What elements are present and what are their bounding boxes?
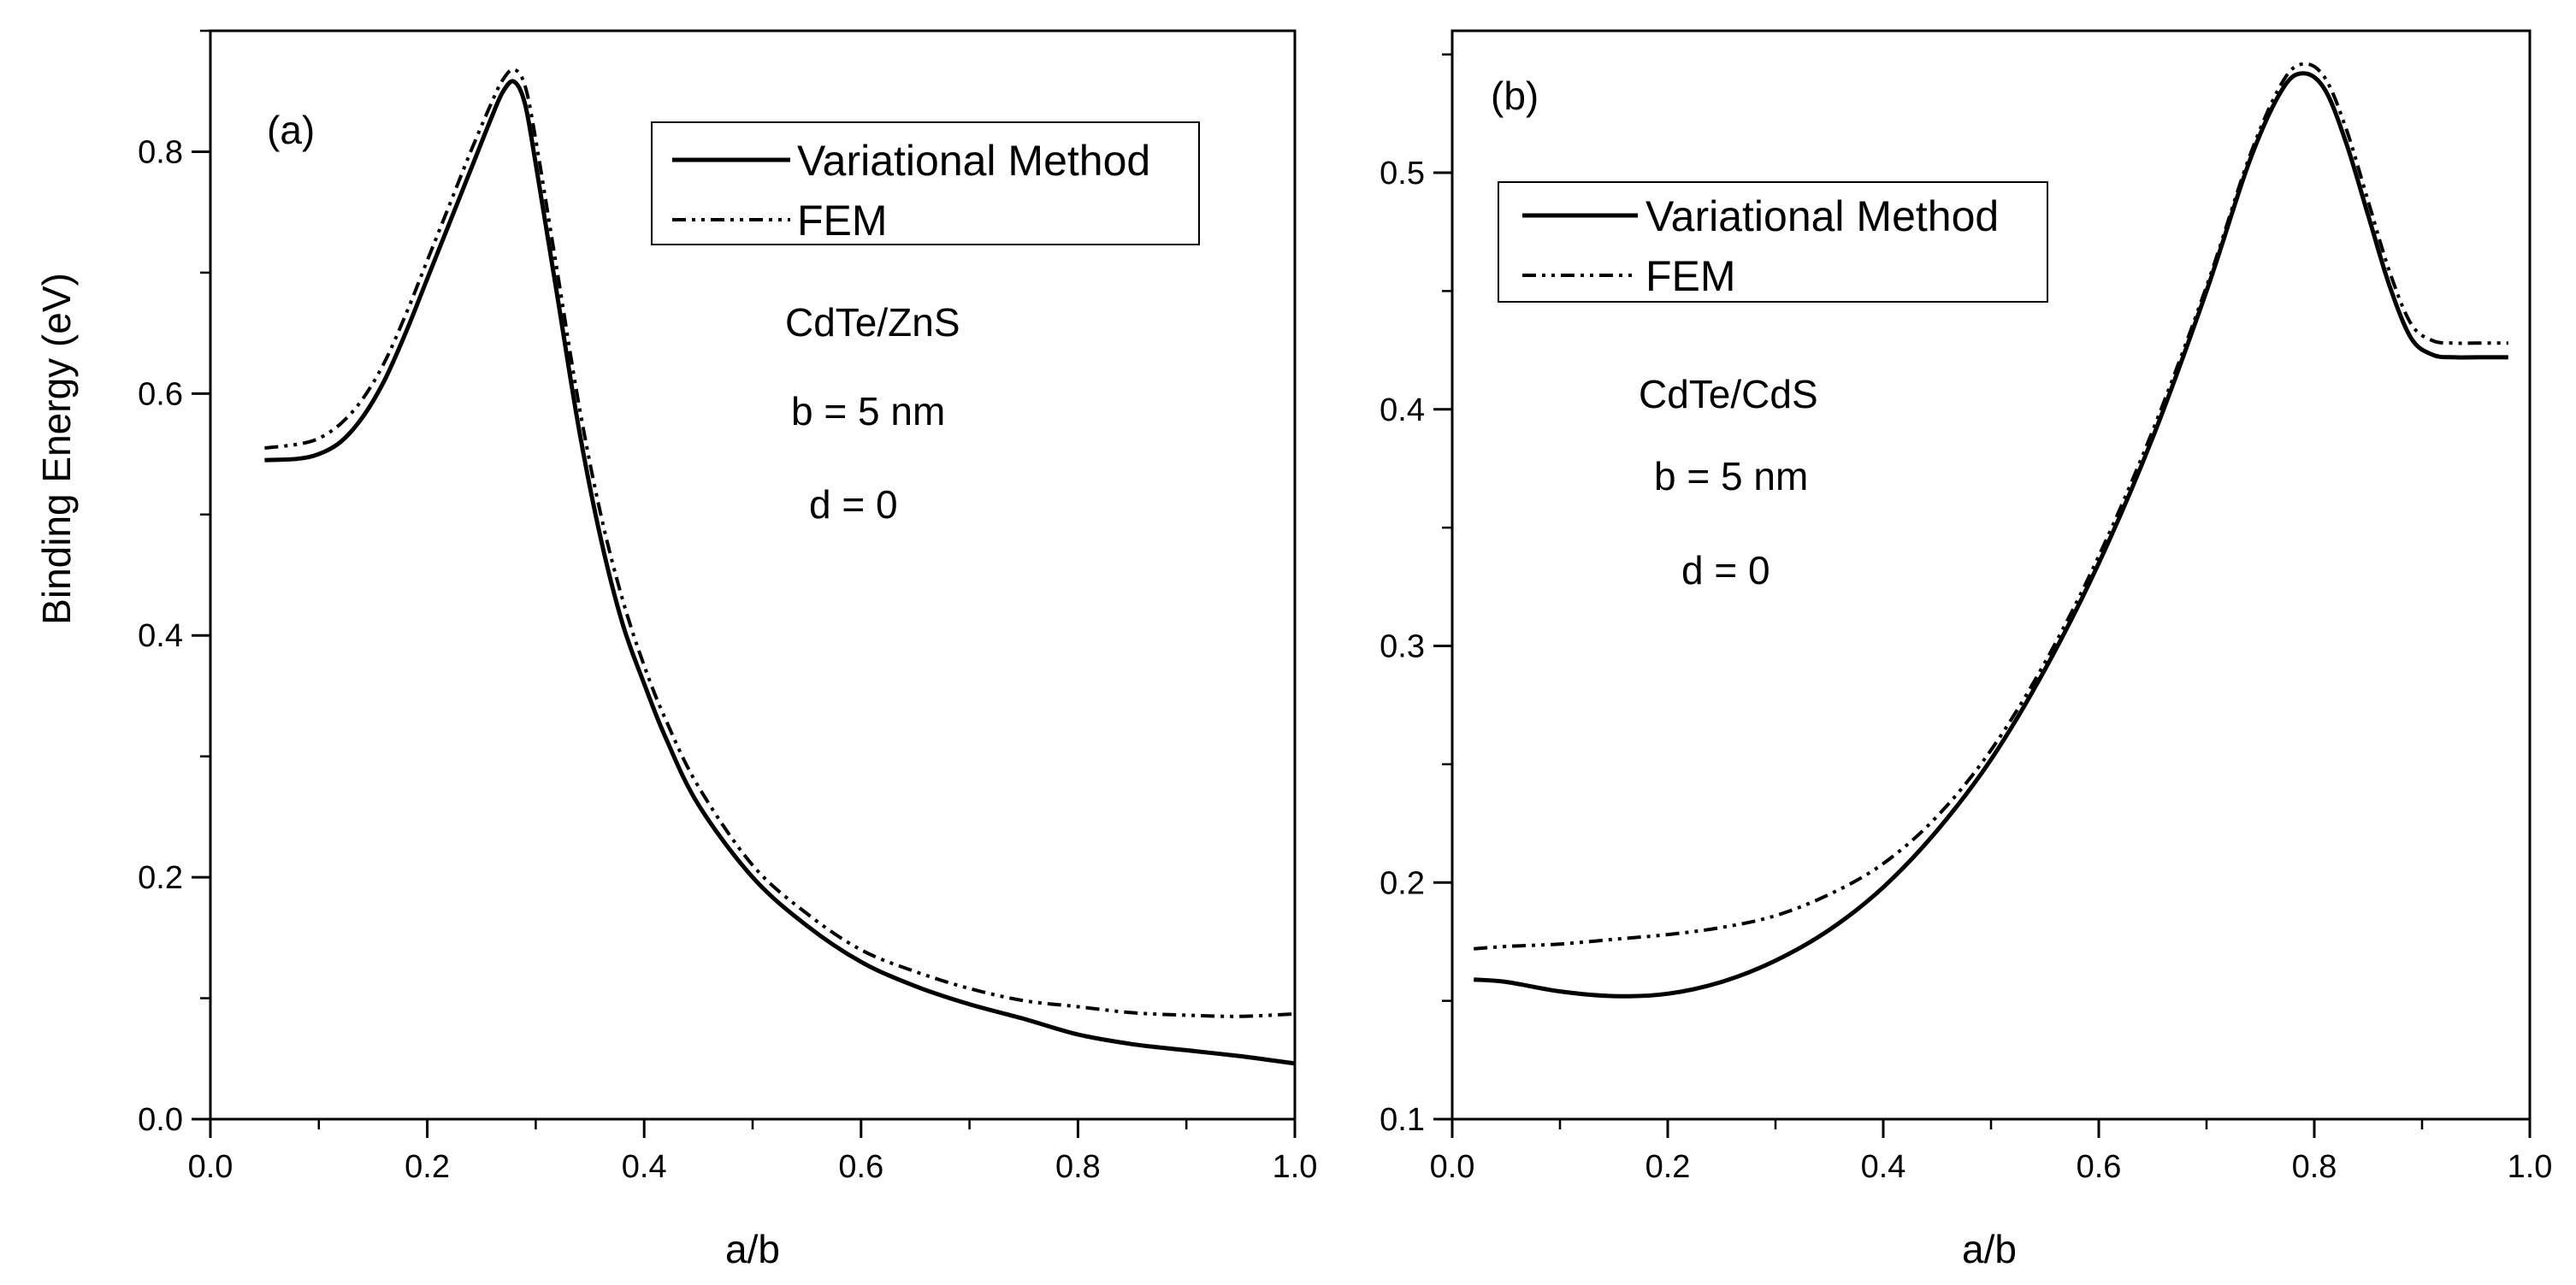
- legend-b: Variational Method FEM: [1498, 181, 2048, 303]
- y-tick-label-b: 0.1: [1380, 1102, 1425, 1138]
- x-tick-label-b: 0.8: [2292, 1149, 2337, 1185]
- annotation-d-a: d = 0: [809, 482, 898, 527]
- panel-label-b: (b): [1491, 74, 1539, 118]
- y-tick-label-b: 0.4: [1380, 392, 1425, 428]
- y-tick-label-b: 0.5: [1380, 156, 1425, 192]
- x-axis-title-a: a/b: [725, 1227, 780, 1271]
- y-tick-label-b: 0.2: [1380, 865, 1425, 901]
- annotation-b-a: b = 5 nm: [791, 389, 945, 433]
- legend-box-b: [1498, 181, 2048, 303]
- chart-panel-a: 0.0 0.2 0.4 0.6 0.8 0.0 0.2 0.4 0.6 0.8 1.0 (a) C…: [138, 29, 1318, 1271]
- legend-box-a: [651, 121, 1200, 245]
- x-axis-title-b: a/b: [1962, 1227, 2017, 1271]
- legend-label-variational-a: Variational Method: [797, 137, 1150, 185]
- annotation-d-b: d = 0: [1681, 548, 1770, 592]
- series-variational-b: [1474, 71, 2508, 999]
- x-tick-label-b: 1.0: [2508, 1149, 2553, 1185]
- y-tick-label-a: 0.4: [138, 618, 183, 654]
- x-tick-label-a: 0.2: [405, 1149, 450, 1185]
- annotation-b-b: b = 5 nm: [1654, 454, 1808, 498]
- x-tick-label-a: 0.4: [622, 1149, 667, 1185]
- legend-label-fem-a: FEM: [797, 197, 888, 245]
- legend-a: Variational Method FEM: [651, 121, 1200, 245]
- y-axis-title: Binding Energy (eV): [34, 273, 79, 625]
- y-tick-label-a: 0.8: [138, 134, 183, 170]
- x-tick-label-a: 0.6: [838, 1149, 883, 1185]
- panel-label-a: (a): [267, 108, 315, 152]
- y-tick-label-a: 0.6: [138, 376, 183, 412]
- y-ticks-b: 0.1 0.2 0.3 0.4 0.5: [1380, 53, 1452, 1138]
- x-tick-label-b: 0.4: [1861, 1149, 1906, 1185]
- annotation-material-a: CdTe/ZnS: [785, 300, 960, 345]
- series-variational-a: [264, 79, 1296, 1066]
- y-tick-label-a: 0.0: [138, 1102, 183, 1138]
- x-tick-label-b: 0.2: [1645, 1149, 1691, 1185]
- series-layer-a: [264, 68, 1296, 1066]
- y-tick-label-b: 0.3: [1380, 629, 1425, 665]
- chart-panel-b: 0.1 0.2 0.3 0.4 0.5 0.0 0.2 0.4 0.6 0.8 1.0 (b) C…: [1380, 29, 2553, 1271]
- x-tick-label-b: 0.0: [1430, 1149, 1475, 1185]
- x-tick-label-a: 0.0: [188, 1149, 233, 1185]
- x-tick-label-a: 0.8: [1055, 1149, 1101, 1185]
- series-layer-b: [1474, 62, 2508, 999]
- legend-label-variational-b: Variational Method: [1645, 192, 1999, 240]
- annotation-material-b: CdTe/CdS: [1639, 372, 1818, 416]
- x-ticks-b: 0.0 0.2 0.4 0.6 0.8 1.0: [1430, 1119, 2553, 1185]
- x-tick-label-a: 1.0: [1273, 1149, 1318, 1185]
- y-ticks-a: 0.0 0.2 0.4 0.6 0.8: [138, 29, 210, 1138]
- legend-label-fem-b: FEM: [1645, 252, 1736, 300]
- x-ticks-a: 0.0 0.2 0.4 0.6 0.8 1.0: [188, 1119, 1318, 1185]
- x-tick-label-b: 0.6: [2077, 1149, 2122, 1185]
- y-tick-label-a: 0.2: [138, 860, 183, 896]
- series-fem-a: [264, 68, 1296, 1018]
